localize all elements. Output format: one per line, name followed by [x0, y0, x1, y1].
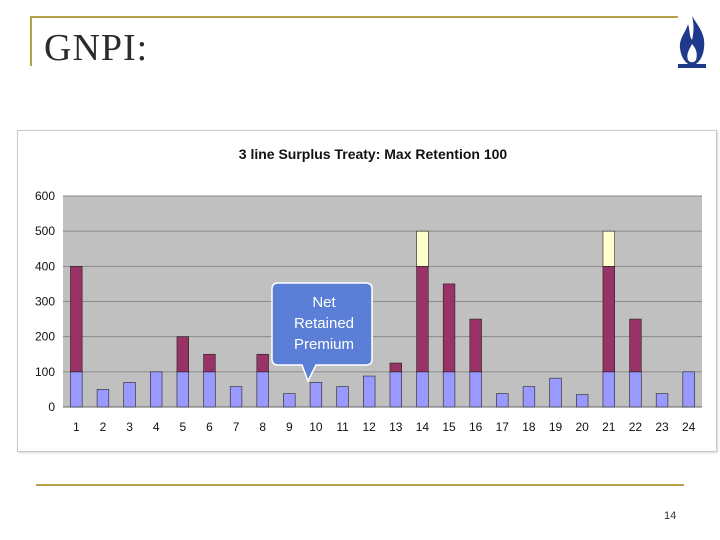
bar-segment-16-1 — [469, 318, 482, 373]
callout-line-2: Retained — [294, 315, 354, 332]
bottom-rule — [36, 484, 684, 486]
x-tick-label: 10 — [309, 420, 323, 434]
callout-line-3: Premium — [294, 336, 354, 353]
bar-segment-13-1 — [389, 362, 402, 373]
y-tick-label: 500 — [35, 224, 55, 238]
bar-segment-22-1 — [629, 318, 642, 373]
bar-segment-15-0 — [442, 371, 456, 408]
y-tick-label: 100 — [35, 365, 55, 379]
x-tick-label: 12 — [363, 420, 377, 434]
bar-segment-18-0 — [522, 386, 536, 408]
flame-logo-icon — [678, 16, 706, 68]
x-tick-label: 4 — [153, 420, 160, 434]
bar-segment-9-0 — [283, 393, 296, 408]
y-tick-labels: 0 100 200 300 400 500 600 — [35, 189, 55, 414]
x-tick-label: 5 — [179, 420, 186, 434]
y-tick-label: 400 — [35, 259, 55, 273]
bar-segment-13-0 — [389, 371, 402, 408]
bar-segment-5-0 — [176, 371, 189, 408]
x-tick-label: 15 — [442, 420, 456, 434]
x-tick-label: 11 — [336, 420, 349, 434]
x-tick-label: 24 — [682, 420, 696, 434]
x-tick-label: 17 — [496, 420, 510, 434]
x-tick-label: 8 — [259, 420, 266, 434]
x-tick-label: 22 — [629, 420, 643, 434]
bar-segment-2-0 — [96, 389, 110, 408]
chart-frame: 3 line Surplus Treaty: Max Retention 100… — [17, 130, 717, 452]
bar-segment-7-0 — [229, 386, 243, 408]
callout-line-1: Net — [312, 294, 336, 311]
bar-segment-6-1 — [203, 353, 216, 373]
x-tick-label: 21 — [602, 420, 616, 434]
x-tick-label: 14 — [416, 420, 430, 434]
bar-segment-22-0 — [629, 371, 642, 408]
chart-title: 3 line Surplus Treaty: Max Retention 100 — [239, 146, 508, 162]
bar-segment-3-0 — [123, 382, 136, 408]
x-tick-labels: 1 2 3 4 5 6 7 8 9 10 11 12 13 14 15 16 17 18 19 20 21 22 23 24 — [73, 420, 696, 434]
bar-segment-14-2 — [416, 230, 429, 267]
bar-chart: 3 line Surplus Treaty: Max Retention 100… — [35, 146, 702, 434]
bar-segment-21-2 — [602, 230, 615, 267]
bar-segment-21-1 — [602, 266, 615, 373]
bar-segment-20-0 — [576, 394, 589, 408]
bar-segment-17-0 — [496, 393, 509, 408]
x-tick-label: 19 — [549, 420, 563, 434]
left-rule — [30, 16, 32, 66]
bar-segment-8-0 — [256, 371, 269, 408]
bar-segment-8-1 — [256, 353, 269, 373]
x-tick-label: 3 — [126, 420, 133, 434]
bar-segment-16-0 — [469, 371, 482, 408]
x-tick-label: 7 — [233, 420, 240, 434]
x-tick-label: 16 — [469, 420, 483, 434]
x-tick-label: 9 — [286, 420, 293, 434]
x-tick-label: 13 — [389, 420, 403, 434]
bars — [70, 230, 695, 408]
bar-segment-15-1 — [442, 283, 456, 373]
bar-segment-10-0 — [309, 382, 323, 408]
x-tick-label: 2 — [100, 420, 107, 434]
bar-segment-4-0 — [150, 371, 163, 408]
bar-segment-12-0 — [363, 375, 376, 408]
x-tick-label: 1 — [73, 420, 80, 434]
x-tick-label: 23 — [655, 420, 669, 434]
bar-segment-23-0 — [655, 393, 669, 408]
bar-segment-1-0 — [70, 371, 83, 408]
bar-segment-5-1 — [176, 336, 189, 373]
bar-segment-14-0 — [416, 371, 429, 408]
y-tick-label: 300 — [35, 295, 55, 309]
bar-segment-19-0 — [549, 377, 562, 408]
net-retained-premium-callout: Net Retained Premium — [271, 282, 373, 383]
bar-segment-24-0 — [682, 371, 695, 408]
y-tick-label: 200 — [35, 330, 55, 344]
y-tick-label: 600 — [35, 189, 55, 203]
bar-segment-21-0 — [602, 371, 615, 408]
x-tick-label: 6 — [206, 420, 213, 434]
top-rule — [30, 16, 678, 18]
bar-segment-14-1 — [416, 266, 429, 373]
bar-segment-1-1 — [70, 266, 83, 373]
bar-segment-6-0 — [203, 371, 216, 408]
y-tick-label: 0 — [48, 400, 55, 414]
page-number: 14 — [664, 510, 677, 522]
gridlines — [63, 195, 702, 408]
x-tick-label: 20 — [576, 420, 590, 434]
x-tick-label: 18 — [522, 420, 536, 434]
bar-segment-11-0 — [336, 386, 349, 408]
slide-title: GNPI: — [44, 27, 149, 69]
